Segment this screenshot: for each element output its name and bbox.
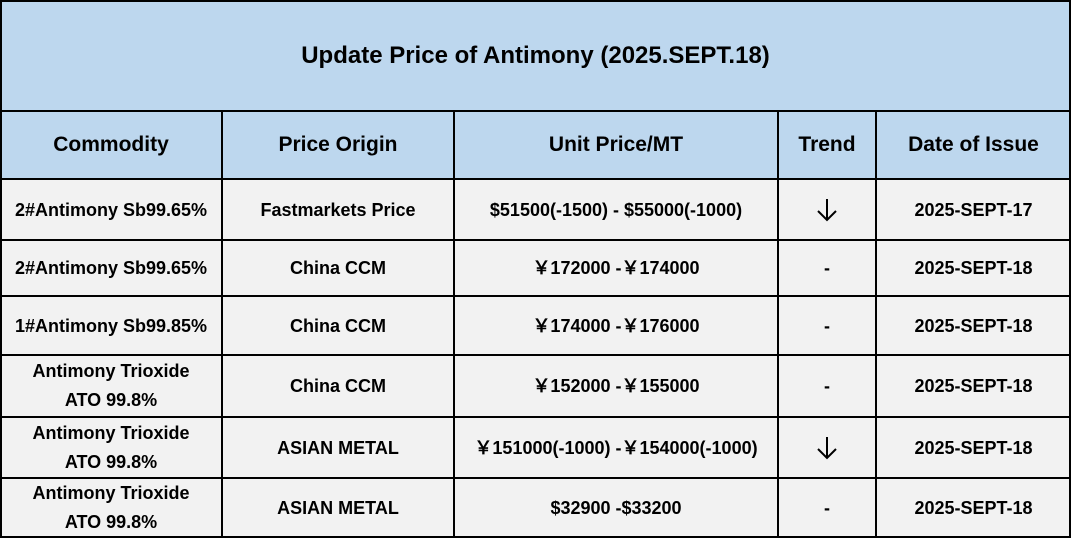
row-2-date: 2025-SEPT-18 — [876, 296, 1071, 355]
row-5-date: 2025-SEPT-18 — [876, 478, 1071, 538]
arrow-down-icon — [817, 436, 837, 459]
row-5-price: $32900 -$33200 — [454, 478, 778, 538]
row-4-commodity-line-1: Antimony Trioxide — [32, 422, 190, 443]
row-3-price: ￥152000 -￥155000 — [454, 355, 778, 417]
grid-line — [0, 416, 1071, 418]
row-0-commodity-line-1: 2#Antimony Sb99.65% — [14, 199, 208, 220]
row-1-origin: China CCM — [222, 240, 454, 296]
row-1-trend: - — [778, 240, 876, 296]
row-5-trend: - — [778, 478, 876, 538]
grid-line — [777, 110, 779, 538]
row-2-price: ￥174000 -￥176000 — [454, 296, 778, 355]
arrow-down-icon — [817, 198, 837, 221]
header-trend: Trend — [778, 111, 876, 179]
row-5-origin: ASIAN METAL — [222, 478, 454, 538]
table-title: Update Price of Antimony (2025.SEPT.18) — [0, 0, 1071, 111]
grid-line — [875, 110, 877, 538]
grid-line — [0, 110, 1071, 112]
row-2-commodity: 1#Antimony Sb99.85% — [0, 296, 222, 355]
row-2-origin: China CCM — [222, 296, 454, 355]
header-unit-price: Unit Price/MT — [454, 111, 778, 179]
row-0-date: 2025-SEPT-17 — [876, 179, 1071, 240]
header-date: Date of Issue — [876, 111, 1071, 179]
row-4-date: 2025-SEPT-18 — [876, 417, 1071, 478]
row-4-price: ￥151000(-1000) -￥154000(-1000) — [454, 417, 778, 478]
row-5-commodity: Antimony Trioxide ATO 99.8% — [0, 478, 222, 538]
row-0-trend — [778, 179, 876, 240]
row-2-trend: - — [778, 296, 876, 355]
row-1-date: 2025-SEPT-18 — [876, 240, 1071, 296]
row-3-commodity-line-2: ATO 99.8% — [64, 390, 158, 410]
grid-line — [0, 239, 1071, 241]
row-1-commodity-line-1: 2#Antimony Sb99.65% — [14, 258, 208, 278]
row-1-price: ￥172000 -￥174000 — [454, 240, 778, 296]
grid-line — [221, 110, 223, 538]
grid-line — [0, 354, 1071, 356]
row-4-commodity: Antimony Trioxide ATO 99.8% — [0, 417, 222, 478]
grid-line — [453, 110, 455, 538]
row-4-commodity-line-2: ATO 99.8% — [64, 451, 158, 472]
row-0-commodity: 2#Antimony Sb99.65% — [0, 179, 222, 240]
row-3-date: 2025-SEPT-18 — [876, 355, 1071, 417]
grid-line — [0, 295, 1071, 297]
row-3-commodity-line-1: Antimony Trioxide — [32, 361, 190, 381]
row-0-origin: Fastmarkets Price — [222, 179, 454, 240]
row-4-origin: ASIAN METAL — [222, 417, 454, 478]
row-4-trend — [778, 417, 876, 478]
row-3-commodity: Antimony Trioxide ATO 99.8% — [0, 355, 222, 417]
grid-line — [0, 178, 1071, 180]
row-5-commodity-line-1: Antimony Trioxide — [32, 483, 190, 503]
grid-line — [0, 477, 1071, 479]
row-1-commodity: 2#Antimony Sb99.65% — [0, 240, 222, 296]
row-3-origin: China CCM — [222, 355, 454, 417]
header-price-origin: Price Origin — [222, 111, 454, 179]
row-0-price: $51500(-1500) - $55000(-1000) — [454, 179, 778, 240]
row-2-commodity-line-1: 1#Antimony Sb99.85% — [14, 315, 208, 336]
row-5-commodity-line-2: ATO 99.8% — [64, 512, 158, 532]
row-3-trend: - — [778, 355, 876, 417]
header-commodity: Commodity — [0, 111, 222, 179]
